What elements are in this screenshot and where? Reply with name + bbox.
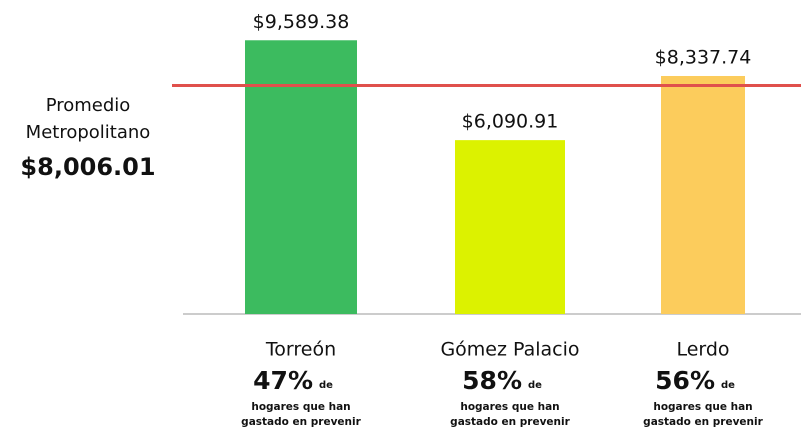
category-label: Lerdo [676, 339, 729, 361]
note-text: gastado en prevenir [643, 416, 763, 428]
note-text: hogares que han [251, 401, 350, 413]
share-unit: de [319, 380, 333, 391]
bar [245, 40, 357, 315]
bar [455, 140, 565, 314]
note-text: gastado en prevenir [241, 416, 361, 428]
reference-label: Metropolitano [26, 122, 151, 143]
value-label: $8,337.74 [655, 46, 752, 68]
share-label: 47% [253, 366, 313, 395]
note-text: hogares que han [653, 401, 752, 413]
value-label: $6,090.91 [462, 111, 559, 133]
share-label: 56% [655, 366, 715, 395]
share-unit: de [721, 380, 735, 391]
reference-label: Promedio [46, 95, 131, 116]
reference-value: $8,006.01 [20, 153, 155, 181]
category-label: Torreón [265, 339, 336, 361]
value-label: $9,589.38 [253, 11, 350, 33]
bar [661, 75, 745, 314]
share-unit: de [528, 380, 542, 391]
note-text: hogares que han [460, 401, 559, 413]
share-label: 58% [462, 366, 522, 395]
category-label: Gómez Palacio [440, 339, 579, 361]
note-text: gastado en prevenir [450, 416, 570, 428]
